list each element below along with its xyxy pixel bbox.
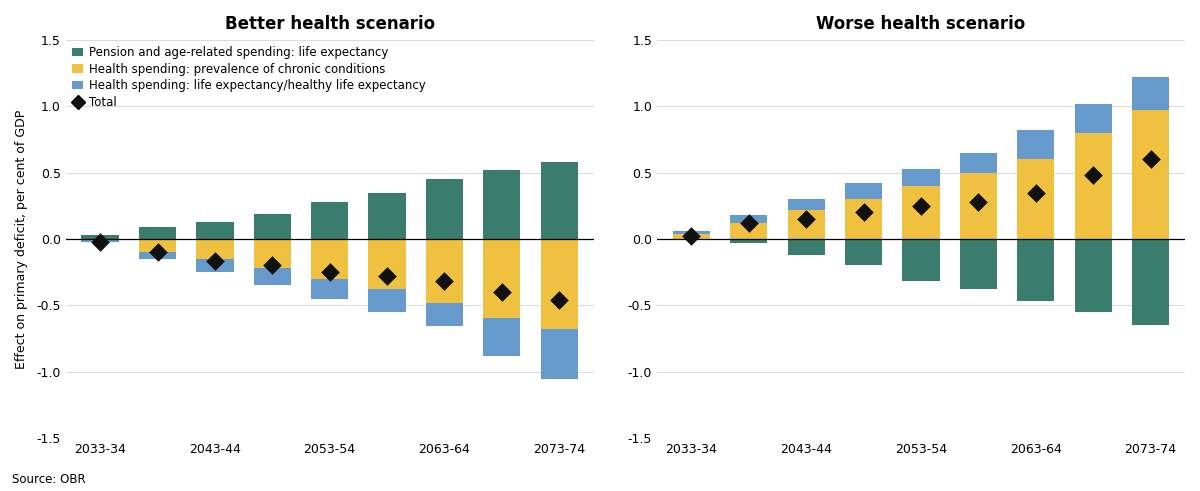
Bar: [253, 214, 290, 239]
Point: [263, 262, 282, 270]
Bar: [484, 319, 521, 355]
Bar: [902, 169, 940, 186]
Point: [912, 202, 931, 210]
Bar: [787, 199, 824, 210]
Bar: [426, 302, 463, 327]
Bar: [730, 239, 768, 243]
Bar: [673, 234, 710, 239]
Bar: [311, 202, 348, 239]
Bar: [484, 170, 521, 239]
Bar: [960, 153, 997, 173]
Bar: [960, 239, 997, 289]
Bar: [368, 192, 406, 239]
Point: [1084, 171, 1103, 179]
Bar: [540, 239, 578, 329]
Bar: [902, 239, 940, 281]
Bar: [1018, 239, 1055, 301]
Point: [1141, 156, 1160, 164]
Bar: [139, 239, 176, 252]
Bar: [253, 239, 290, 268]
Title: Worse health scenario: Worse health scenario: [816, 15, 1026, 33]
Bar: [845, 199, 882, 239]
Bar: [787, 210, 824, 239]
Point: [378, 272, 397, 280]
Point: [434, 277, 454, 285]
Bar: [1074, 133, 1112, 239]
Point: [90, 238, 109, 246]
Point: [682, 232, 701, 240]
Bar: [1132, 110, 1169, 239]
Bar: [484, 239, 521, 319]
Bar: [902, 186, 940, 239]
Bar: [787, 239, 824, 255]
Bar: [1074, 104, 1112, 133]
Bar: [730, 215, 768, 223]
Point: [320, 268, 340, 276]
Bar: [1018, 130, 1055, 160]
Bar: [139, 227, 176, 239]
Bar: [368, 289, 406, 312]
Bar: [426, 179, 463, 239]
Legend: Pension and age-related spending: life expectancy, Health spending: prevalence o: Pension and age-related spending: life e…: [72, 46, 426, 109]
Bar: [197, 259, 234, 272]
Bar: [426, 239, 463, 302]
Bar: [540, 329, 578, 380]
Point: [854, 209, 874, 217]
Text: Source: OBR: Source: OBR: [12, 473, 85, 486]
Bar: [1074, 239, 1112, 312]
Bar: [960, 173, 997, 239]
Bar: [82, 235, 119, 239]
Bar: [197, 239, 234, 259]
Bar: [311, 279, 348, 299]
Point: [968, 198, 988, 206]
Bar: [845, 183, 882, 199]
Bar: [845, 239, 882, 266]
Bar: [673, 231, 710, 234]
Point: [148, 248, 167, 256]
Point: [739, 219, 758, 227]
Title: Better health scenario: Better health scenario: [224, 15, 434, 33]
Y-axis label: Effect on primary deficit, per cent of GDP: Effect on primary deficit, per cent of G…: [14, 109, 28, 369]
Bar: [1018, 160, 1055, 239]
Bar: [139, 252, 176, 259]
Bar: [1132, 239, 1169, 325]
Bar: [1132, 77, 1169, 110]
Point: [797, 215, 816, 223]
Bar: [82, 239, 119, 242]
Bar: [540, 162, 578, 239]
Bar: [311, 239, 348, 279]
Bar: [730, 223, 768, 239]
Bar: [197, 222, 234, 239]
Bar: [253, 268, 290, 285]
Point: [205, 258, 224, 266]
Point: [550, 296, 569, 304]
Point: [1026, 189, 1045, 196]
Bar: [368, 239, 406, 289]
Point: [492, 288, 511, 296]
